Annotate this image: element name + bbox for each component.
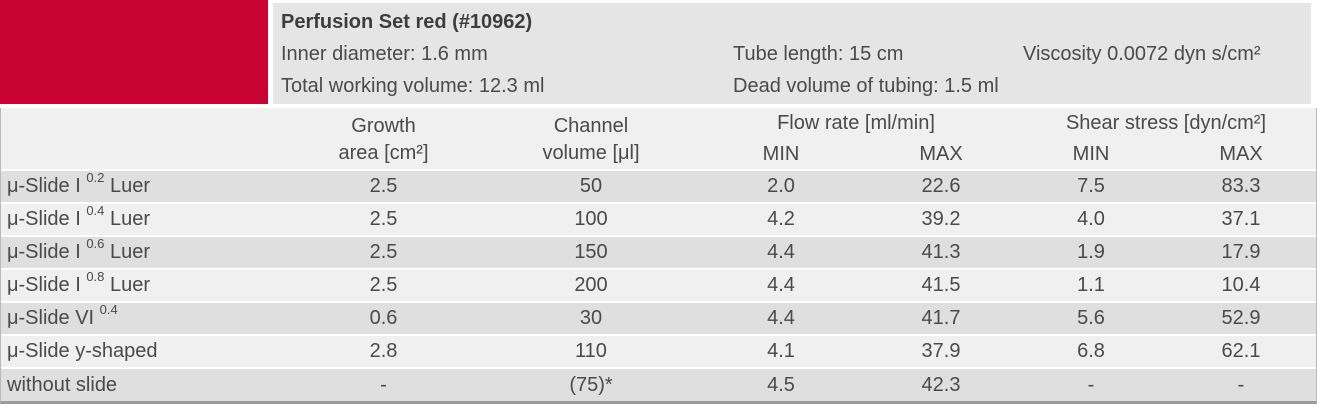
channel-line2: volume [μl] — [542, 141, 640, 164]
value-cell: 37.1 — [1166, 202, 1316, 236]
row-label: μ-Slide y-shaped — [1, 334, 281, 368]
value-cell: 41.7 — [866, 301, 1016, 335]
value-cell: - — [1016, 367, 1166, 401]
value-cell: 50 — [486, 169, 696, 203]
value-cell: 110 — [486, 334, 696, 368]
row-label-superscript: 0.2 — [86, 170, 105, 186]
value-cell: 41.5 — [866, 268, 1016, 302]
table-row: μ-Slide y-shaped 2.8 110 4.1 37.9 6.8 62.1 — [1, 334, 1316, 368]
table-row: μ-Slide I 0.8 Luer 2.5 200 4.4 41.5 1.1 10.4 — [1, 268, 1316, 302]
table-row: μ-Slide VI 0.4 0.6 30 4.4 41.7 5.6 52.9 — [1, 301, 1316, 335]
value-cell: 17.9 — [1166, 235, 1316, 269]
value-cell: 4.4 — [696, 301, 866, 335]
value-cell: 6.8 — [1016, 334, 1166, 368]
spec-inner-diameter: Inner diameter: 1.6 mm — [281, 43, 488, 65]
spec-viscosity: Viscosity 0.0072 dyn s/cm² — [1023, 43, 1261, 65]
col-group-flow-rate: Flow rate [ml/min] — [696, 108, 1016, 139]
row-label: without slide — [1, 367, 281, 401]
table-body: μ-Slide I 0.2 Luer 2.5 50 2.0 22.6 7.5 83.3 μ-S… — [1, 169, 1316, 401]
row-label-superscript: 0.4 — [86, 203, 105, 219]
value-cell: 1.9 — [1016, 235, 1166, 269]
value-cell: 83.3 — [1166, 169, 1316, 203]
value-cell: 2.5 — [281, 268, 486, 302]
spec-table-container: Growth area [cm²] Channel volume [μl] Fl… — [0, 108, 1317, 404]
row-label: μ-Slide I 0.4 Luer — [1, 202, 281, 236]
row-label: μ-Slide I 0.2 Luer — [1, 169, 281, 203]
row-label: μ-Slide I 0.8 Luer — [1, 268, 281, 302]
value-cell: 10.4 — [1166, 268, 1316, 302]
value-cell: 4.4 — [696, 268, 866, 302]
value-cell: 4.2 — [696, 202, 866, 236]
product-header: Perfusion Set red (#10962) Inner diamete… — [0, 0, 1317, 104]
value-cell: 150 — [486, 235, 696, 269]
col-header-growth-area: Growth area [cm²] — [281, 108, 486, 170]
spec-table: Growth area [cm²] Channel volume [μl] Fl… — [1, 108, 1316, 401]
col-group-shear-stress: Shear stress [dyn/cm²] — [1016, 108, 1316, 139]
product-title: Perfusion Set red (#10962) — [281, 11, 533, 33]
value-cell: 2.5 — [281, 202, 486, 236]
value-cell: (75)* — [486, 367, 696, 401]
corner-cell — [1, 108, 281, 170]
value-cell: 2.0 — [696, 169, 866, 203]
value-cell: 2.8 — [281, 334, 486, 368]
table-row: without slide - (75)* 4.5 42.3- - — [1, 367, 1316, 401]
col-header-channel-volume: Channel volume [μl] — [486, 108, 696, 170]
value-cell: 4.0 — [1016, 202, 1166, 236]
product-header-panel: Perfusion Set red (#10962) Inner diamete… — [273, 3, 1311, 104]
value-cell: 4.1 — [696, 334, 866, 368]
col-header-flow-min: MIN — [696, 139, 866, 170]
value-cell: 200 — [486, 268, 696, 302]
value-cell: 100 — [486, 202, 696, 236]
spec-tube-length: Tube length: 15 cm — [733, 43, 904, 65]
col-header-shear-max: MAX — [1166, 139, 1316, 170]
row-label-superscript: 0.8 — [86, 269, 105, 285]
value-cell: 52.9 — [1166, 301, 1316, 335]
channel-line1: Channel — [553, 114, 629, 137]
value-cell: 41.3 — [866, 235, 1016, 269]
value-cell: 2.5 — [281, 235, 486, 269]
row-label-superscript: 0.6 — [86, 236, 105, 252]
table-row: μ-Slide I 0.6 Luer 2.5 150 4.4 41.3 1.9 17.9 — [1, 235, 1316, 269]
value-cell: 7.5 — [1016, 169, 1166, 203]
value-cell: - — [1166, 367, 1316, 401]
value-cell: 0.6 — [281, 301, 486, 335]
value-cell: 37.9 — [866, 334, 1016, 368]
value-cell: 30 — [486, 301, 696, 335]
row-label: μ-Slide I 0.6 Luer — [1, 235, 281, 269]
table-row: μ-Slide I 0.4 Luer 2.5 100 4.2 39.2 4.0 37.1 — [1, 202, 1316, 236]
product-color-swatch — [0, 0, 268, 104]
row-label-superscript: 0.4 — [99, 302, 118, 318]
spec-row-1: Inner diameter: 1.6 mm Tube length: 15 c… — [281, 38, 1311, 70]
value-cell: 22.6 — [866, 169, 1016, 203]
row-label: μ-Slide VI 0.4 — [1, 301, 281, 335]
table-header: Growth area [cm²] Channel volume [μl] Fl… — [1, 108, 1316, 170]
spec-empty — [1023, 70, 1311, 102]
spec-dead-volume: Dead volume of tubing: 1.5 ml — [733, 75, 999, 97]
value-cell: 62.1 — [1166, 334, 1316, 368]
value-cell: 42.3 — [866, 367, 1016, 401]
table-row: μ-Slide I 0.2 Luer 2.5 50 2.0 22.6 7.5 83.3 — [1, 169, 1316, 203]
value-cell: 4.4 — [696, 235, 866, 269]
col-header-shear-min: MIN — [1016, 139, 1166, 170]
spec-total-working-volume: Total working volume: 12.3 ml — [281, 75, 545, 97]
spec-row-2: Total working volume: 12.3 ml Dead volum… — [281, 70, 1311, 102]
value-cell: 1.1 — [1016, 268, 1166, 302]
value-cell: - — [281, 367, 486, 401]
value-cell: 39.2 — [866, 202, 1016, 236]
growth-line1: Growth — [351, 114, 416, 137]
value-cell: 2.5 — [281, 169, 486, 203]
value-cell: 5.6 — [1016, 301, 1166, 335]
value-cell: 4.5 — [696, 367, 866, 401]
growth-line2: area [cm²] — [338, 141, 429, 164]
col-header-flow-max: MAX — [866, 139, 1016, 170]
